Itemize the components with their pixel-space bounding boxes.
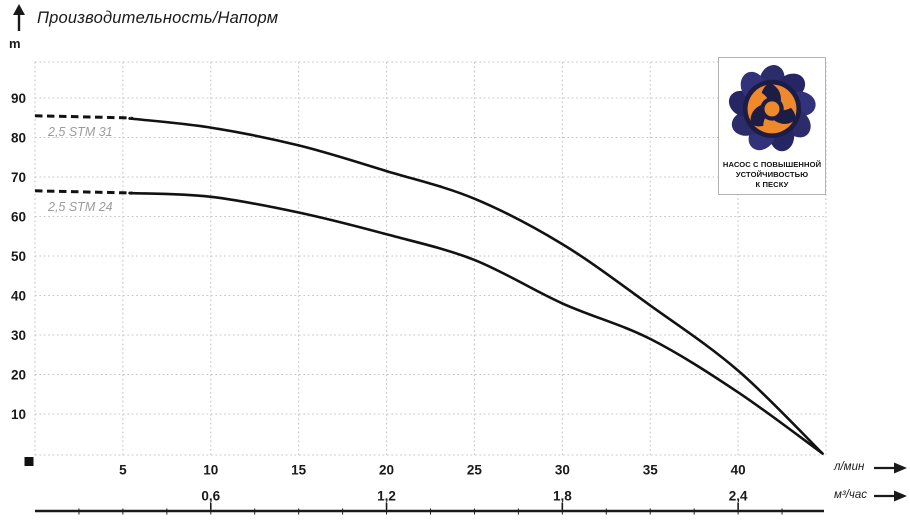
- y-tick-label: 80: [11, 131, 26, 146]
- x-tick-label-lmin: 30: [555, 463, 570, 478]
- y-axis-unit-label: m: [9, 36, 21, 51]
- y-axis-up-arrow-icon: [13, 4, 25, 31]
- y-tick-label: 40: [11, 289, 26, 304]
- badge-caption-line2: УСТОЙЧИВОСТЬЮ: [735, 170, 809, 180]
- x-tick-label-m3h: 1,8: [553, 489, 572, 504]
- y-tick-label: 60: [11, 210, 26, 225]
- x-axis-arrow-icon-lmin: [874, 462, 907, 474]
- curve-label-1: 2,5 STM 31: [47, 125, 113, 139]
- y-tick-label: 30: [11, 328, 26, 343]
- curve-1: [128, 117, 824, 455]
- x-tick-label-m3h: 2,4: [729, 489, 748, 504]
- curve-dashed-1: [34, 114, 134, 120]
- curve-dashed-2: [34, 189, 134, 195]
- x-tick-label-lmin: 15: [291, 463, 307, 478]
- x-axis-unit-lmin: л/мин: [834, 461, 865, 473]
- y-tick-label: 10: [11, 407, 26, 422]
- badge-caption-line1: НАСОС С ПОВЫШЕННОЙ: [722, 160, 822, 169]
- pump-impeller-logo-icon: [728, 65, 816, 152]
- x-tick-label-lmin: 25: [467, 463, 483, 478]
- origin-marker-square: [24, 457, 34, 466]
- y-tick-label: 20: [11, 368, 26, 383]
- x-tick-label-lmin: 35: [643, 463, 659, 478]
- badge-caption: НАСОС С ПОВЫШЕННОЙ УСТОЙЧИВОСТЬЮ К ПЕСКУ: [719, 160, 825, 190]
- x-tick-label-lmin: 40: [731, 463, 746, 478]
- x-tick-label-lmin: 20: [379, 463, 394, 478]
- badge-caption-line3: К ПЕСКУ: [755, 180, 789, 190]
- chart-title: Производительность/Напорм: [37, 9, 279, 27]
- x-axis-unit-m3h: м³/час: [834, 489, 868, 501]
- y-tick-label: 70: [11, 170, 26, 185]
- x-tick-label-lmin: 10: [203, 463, 218, 478]
- x-axis-arrow-icon-m3h: [874, 490, 907, 502]
- x-tick-label-m3h: 0,6: [201, 489, 220, 504]
- y-tick-label: 50: [11, 249, 26, 264]
- curve-2: [128, 191, 824, 455]
- x-tick-label-lmin: 5: [119, 463, 127, 478]
- curve-label-2: 2,5 STM 24: [47, 200, 113, 214]
- x-tick-label-m3h: 1,2: [377, 489, 396, 504]
- y-tick-label: 90: [11, 91, 26, 106]
- sand-resistant-pump-badge: НАСОС С ПОВЫШЕННОЙ УСТОЙЧИВОСТЬЮ К ПЕСКУ: [718, 57, 826, 195]
